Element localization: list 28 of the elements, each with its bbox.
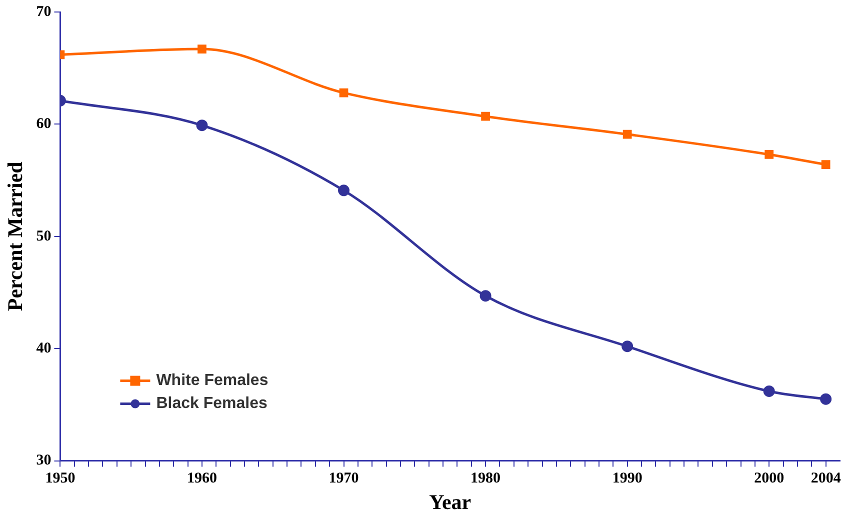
x-axis-title: Year <box>429 490 472 514</box>
x-tick-label: 1980 <box>470 470 501 487</box>
point <box>481 112 490 121</box>
point <box>820 393 832 405</box>
point <box>622 340 634 352</box>
y-tick-label: 50 <box>36 228 52 244</box>
y-tick-label: 70 <box>36 4 52 20</box>
legend-label: White Females <box>156 372 268 390</box>
x-tick-label: 1950 <box>45 470 76 487</box>
y-tick-label: 40 <box>36 340 52 356</box>
point <box>764 150 774 159</box>
legend-label: Black Females <box>156 395 268 412</box>
point <box>196 120 208 132</box>
x-tick-label: 2000 <box>754 470 784 487</box>
point <box>821 160 830 170</box>
y-tick-label: 30 <box>36 452 52 469</box>
y-tick-label: 60 <box>36 116 52 132</box>
y-axis-title: Percent Married <box>3 161 28 312</box>
point <box>622 130 632 139</box>
x-tick-label: 1970 <box>328 470 359 487</box>
x-tick-label: 1990 <box>612 470 642 487</box>
point <box>763 385 775 397</box>
point <box>339 88 348 98</box>
x-tick-label: 2004 <box>810 470 842 487</box>
x-tick-label: 1960 <box>186 470 217 487</box>
point <box>338 184 350 196</box>
point <box>480 290 492 302</box>
point <box>198 44 206 54</box>
